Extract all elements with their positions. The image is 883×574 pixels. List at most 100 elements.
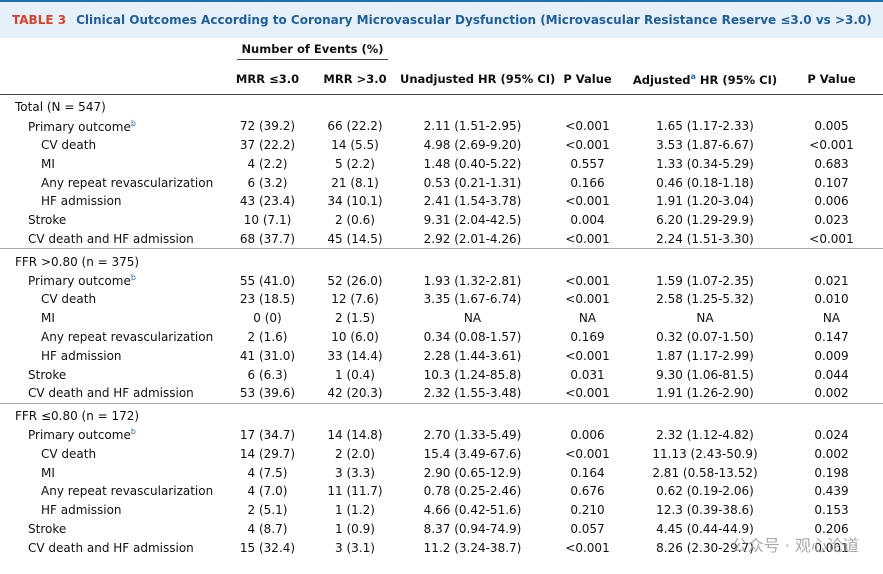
cell: 0.206 (814, 521, 849, 536)
cell: 0.009 (814, 348, 849, 363)
cell: 2.32 (1.55-3.48) (423, 386, 522, 401)
row-label: HF admission (0, 346, 225, 365)
cell: <0.001 (565, 231, 610, 246)
cell: 21 (8.1) (331, 175, 379, 190)
row-label-text: CV death and HF admission (28, 231, 194, 246)
cell: NA (696, 311, 714, 326)
cell: 52 (26.0) (327, 273, 383, 288)
cell: 10 (7.1) (243, 213, 292, 228)
cell: 4 (7.5) (247, 465, 288, 480)
group-header-text: Number of Events (%) (237, 42, 388, 60)
cell: 0.057 (570, 521, 605, 536)
cell: <0.001 (565, 194, 610, 209)
cell: 0.676 (570, 484, 605, 499)
cell: 10 (6.0) (331, 329, 379, 344)
cell: 0.169 (570, 329, 605, 344)
column-header: MRR >3.0 (310, 64, 401, 95)
cell: 8.37 (0.94-74.9) (423, 521, 522, 536)
column-header-text: Unadjusted HR (95% CI) (400, 72, 556, 86)
cell: <0.001 (565, 348, 610, 363)
cell: 3 (3.1) (335, 540, 375, 555)
cell: 0.021 (814, 273, 849, 288)
cell: 3.35 (1.67-6.74) (423, 292, 522, 307)
cell: <0.001 (565, 137, 610, 152)
cell: 0 (0) (253, 311, 282, 326)
cell: 0.210 (570, 503, 605, 518)
row-label-text: Any repeat revascularization (41, 329, 214, 344)
row-label-text: MI (41, 465, 55, 480)
row-label-text: Stroke (28, 367, 67, 382)
cell: 37 (22.2) (239, 137, 296, 152)
cell: NA (822, 311, 841, 326)
cell: 1.48 (0.40-5.22) (423, 156, 522, 171)
row-label-text: Stroke (28, 521, 67, 536)
cell: 1.87 (1.17-2.99) (656, 348, 754, 363)
cell: 41 (31.0) (239, 348, 296, 363)
cell: 3.53 (1.87-6.67) (656, 137, 754, 152)
cell: 1.91 (1.20-3.04) (656, 194, 754, 209)
cell: 0.004 (570, 213, 605, 228)
data-row: CV death and HF admission 53 (39.6) 42 (20… (0, 384, 883, 403)
cell: 10.3 (1.24-85.8) (423, 367, 522, 382)
cell: 0.031 (570, 367, 605, 382)
cell: 1.93 (1.32-2.81) (423, 273, 522, 288)
column-header: MRR ≤3.0 (225, 64, 310, 95)
row-label: Primary outcomeb (0, 117, 225, 136)
section-row: FFR ≤0.80 (n = 172) (0, 402, 883, 426)
data-row: MI 0 (0) 2 (1.5) NA NA NA NA (0, 309, 883, 328)
group-header: Number of Events (%) (225, 38, 400, 64)
data-row: Stroke 4 (8.7) 1 (0.9) 8.37 (0.94-74.9) 0.05… (0, 520, 883, 539)
footnote-mark: b (130, 427, 136, 437)
cell: 2.92 (2.01-4.26) (423, 231, 522, 246)
row-label: CV death and HF admission (0, 538, 225, 557)
cell: 2.81 (0.58-13.52) (652, 465, 758, 480)
cell: 12.3 (0.39-38.6) (656, 503, 754, 518)
footnote-mark: b (130, 273, 136, 283)
cell: NA (463, 311, 482, 326)
data-row: HF admission 43 (23.4) 34 (10.1) 2.41 (1.54… (0, 192, 883, 211)
row-label: CV death and HF admission (0, 384, 225, 403)
cell: 2.41 (1.54-3.78) (423, 194, 522, 209)
column-header: P Value (780, 64, 883, 95)
table-head: Number of Events (%) MRR ≤3.0 MRR >3.0 Una… (0, 38, 883, 95)
row-label-text: CV death (41, 137, 97, 152)
cell: 0.006 (814, 194, 849, 209)
cell: 11 (11.7) (327, 484, 383, 499)
row-label: MI (0, 309, 225, 328)
row-label: MI (0, 154, 225, 173)
row-label-text: HF admission (41, 194, 122, 209)
row-label-text: Stroke (28, 213, 67, 228)
cell: 6.20 (1.29-29.9) (656, 213, 754, 228)
cell: <0.001 (565, 119, 610, 134)
row-label-text: Primary outcome (28, 274, 131, 289)
row-label: Stroke (0, 520, 225, 539)
row-label: Any repeat revascularization (0, 482, 225, 501)
cell: 2.90 (0.65-12.9) (423, 465, 522, 480)
row-label: Any repeat revascularization (0, 328, 225, 347)
cell: 0.53 (0.21-1.31) (423, 175, 522, 190)
cell: 2 (2.0) (335, 446, 375, 461)
row-label: Stroke (0, 211, 225, 230)
cell: 68 (37.7) (239, 231, 296, 246)
cell: 1 (1.2) (335, 503, 375, 518)
row-label-text: HF admission (41, 348, 122, 363)
cell: <0.001 (565, 292, 610, 307)
cell: 4.45 (0.44-44.9) (656, 521, 754, 536)
cell: 45 (14.5) (327, 231, 383, 246)
cell: 0.166 (570, 175, 605, 190)
watermark: 公众号 · 观心论道 (731, 536, 859, 555)
data-row: Stroke 6 (6.3) 1 (0.4) 10.3 (1.24-85.8) 0.03… (0, 365, 883, 384)
cell: 0.34 (0.08-1.57) (423, 329, 522, 344)
cell: 14 (29.7) (239, 446, 296, 461)
cell: 66 (22.2) (327, 119, 383, 134)
cell: <0.001 (565, 386, 610, 401)
row-label: MI (0, 463, 225, 482)
cell: 9.30 (1.06-81.5) (656, 367, 754, 382)
column-header-text: MRR >3.0 (323, 72, 387, 86)
data-row: HF admission 41 (31.0) 33 (14.4) 2.28 (1.44… (0, 346, 883, 365)
cell: 2.32 (1.12-4.82) (656, 427, 754, 442)
cell: 17 (34.7) (239, 427, 296, 442)
data-row: Any repeat revascularization 2 (1.6) 10 (6… (0, 328, 883, 347)
cell: 5 (2.2) (335, 156, 375, 171)
